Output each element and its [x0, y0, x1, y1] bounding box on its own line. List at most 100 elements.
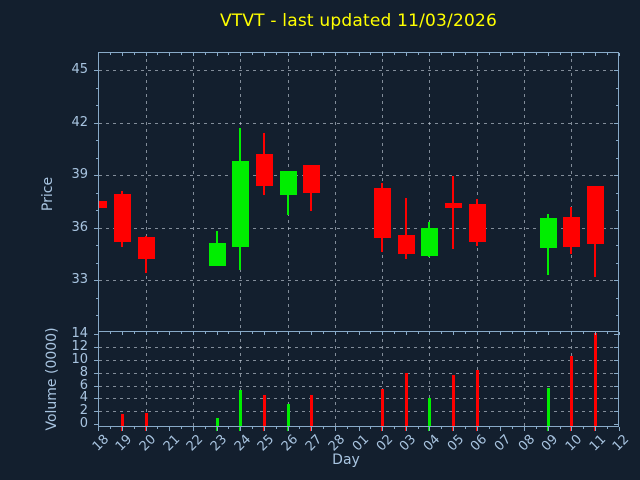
x-minor-tick	[559, 427, 561, 429]
volume-major-tick	[94, 398, 98, 400]
volume-right-tick	[614, 372, 618, 374]
volume-tick-label: 10	[71, 352, 88, 367]
price-gridline	[99, 227, 618, 229]
x-major-tick	[240, 427, 242, 431]
x-minor-tick	[299, 332, 301, 334]
x-top-tick	[287, 53, 289, 56]
x-minor-tick	[228, 53, 230, 55]
x-gridline	[192, 52, 194, 331]
price-minor-tick	[616, 210, 618, 211]
price-right-tick	[614, 227, 618, 229]
x-mid-tick	[382, 332, 384, 335]
x-minor-tick	[393, 332, 395, 334]
x-minor-tick	[535, 427, 537, 429]
volume-bar	[215, 417, 219, 426]
volume-bar	[594, 333, 598, 426]
x-major-tick	[358, 427, 360, 431]
x-minor-tick	[110, 53, 112, 55]
x-minor-tick	[393, 53, 395, 55]
candle-body	[208, 243, 226, 266]
volume-bar	[404, 372, 408, 426]
x-top-tick	[571, 53, 573, 56]
x-minor-tick	[204, 427, 206, 429]
price-plot-border	[98, 52, 619, 332]
x-top-tick	[524, 53, 526, 56]
volume-right-tick	[614, 411, 618, 413]
x-top-tick	[121, 53, 123, 56]
x-minor-tick	[441, 332, 443, 334]
day-tick-label: 09	[539, 432, 562, 455]
volume-tick-label: 0	[79, 416, 88, 431]
x-minor-tick	[323, 53, 325, 55]
price-minor-tick	[96, 105, 98, 106]
x-major-tick	[287, 427, 289, 431]
price-major-tick	[94, 280, 98, 281]
x-mid-tick	[263, 332, 265, 335]
x-minor-tick	[417, 332, 419, 334]
x-minor-tick	[252, 427, 254, 429]
x-major-tick	[595, 427, 597, 431]
price-minor-tick	[96, 157, 98, 159]
volume-bar	[262, 394, 266, 426]
volume-bar	[428, 397, 432, 426]
x-minor-tick	[535, 53, 537, 55]
day-tick-label: 18	[89, 432, 112, 455]
x-minor-tick	[583, 53, 585, 55]
x-minor-tick	[181, 53, 183, 55]
x-minor-tick	[464, 427, 466, 429]
x-mid-tick	[287, 332, 289, 335]
x-mid-tick	[405, 332, 407, 335]
day-tick-label: 23	[207, 432, 231, 455]
price-minor-tick	[96, 87, 98, 89]
price-plot-area	[99, 52, 618, 331]
volume-right-tick	[614, 385, 618, 387]
x-minor-tick	[441, 427, 443, 429]
volume-plot-area	[99, 332, 618, 426]
price-minor-tick	[616, 297, 618, 299]
volume-gridline	[99, 385, 618, 387]
x-minor-tick	[559, 332, 561, 334]
x-major-tick	[216, 427, 218, 431]
volume-major-tick	[94, 347, 98, 349]
x-minor-tick	[228, 427, 230, 429]
x-major-tick	[169, 427, 171, 431]
price-major-tick	[94, 70, 98, 71]
x-gridline	[145, 52, 147, 331]
day-tick-label: 04	[420, 432, 444, 455]
volume-major-tick	[94, 334, 98, 336]
x-minor-tick	[204, 53, 206, 55]
candle-body	[374, 188, 392, 238]
x-minor-tick	[157, 332, 159, 334]
x-minor-tick	[512, 427, 514, 429]
x-minor-tick	[441, 53, 443, 55]
volume-tick-label: 2	[79, 403, 88, 419]
x-top-tick	[192, 53, 194, 56]
price-minor-tick	[616, 140, 618, 141]
price-tick-label: 42	[71, 114, 88, 130]
x-minor-tick	[464, 53, 466, 55]
candle-body	[468, 203, 486, 242]
x-mid-tick	[358, 332, 360, 335]
x-minor-tick	[299, 53, 301, 55]
x-mid-tick	[311, 332, 313, 335]
x-minor-tick	[488, 427, 490, 429]
x-mid-tick	[216, 332, 218, 335]
price-right-tick	[614, 122, 618, 124]
price-right-tick	[614, 175, 618, 176]
x-minor-tick	[323, 427, 325, 429]
price-minor-tick	[96, 140, 98, 141]
volume-bar	[381, 389, 385, 426]
x-minor-tick	[181, 427, 183, 429]
price-tick-label: 45	[71, 62, 88, 77]
x-mid-tick	[618, 332, 620, 335]
x-minor-tick	[417, 427, 419, 429]
volume-bar	[286, 403, 290, 426]
candle-body	[587, 185, 605, 245]
x-top-tick	[382, 53, 384, 56]
x-gridline	[524, 332, 526, 426]
candle-wick	[452, 175, 455, 249]
x-mid-tick	[453, 332, 455, 335]
x-major-tick	[192, 427, 194, 431]
x-minor-tick	[157, 53, 159, 55]
volume-tick-label: 12	[71, 339, 88, 355]
